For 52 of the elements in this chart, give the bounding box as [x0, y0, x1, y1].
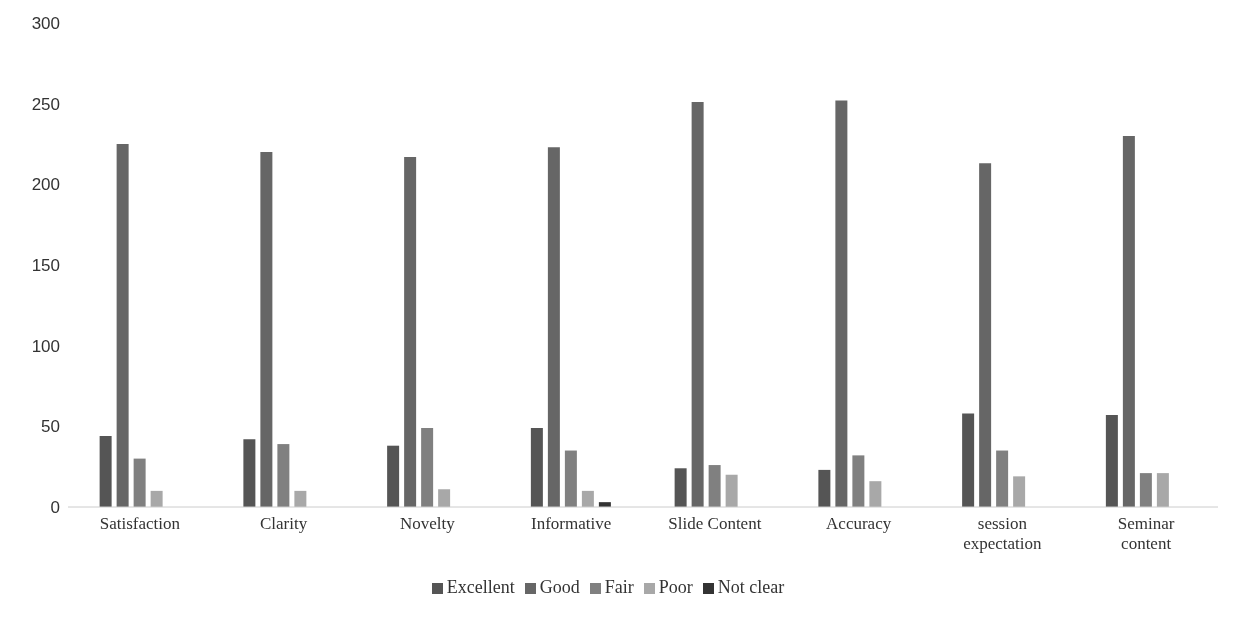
- y-tick-label: 100: [31, 336, 60, 356]
- bar: [404, 156, 417, 507]
- bar: [260, 152, 273, 507]
- y-tick-label: 250: [31, 94, 60, 114]
- x-tick-label: Informative: [531, 514, 612, 533]
- bar: [869, 481, 882, 507]
- x-tick-label: Novelty: [399, 514, 456, 533]
- bar: [708, 465, 721, 507]
- x-tick-label: Seminar content: [1117, 514, 1175, 553]
- x-tick-label: session expectation: [963, 514, 1043, 553]
- y-tick-label: 150: [31, 256, 60, 276]
- bar: [133, 458, 146, 507]
- bar: [852, 455, 865, 507]
- x-tick-label: Slide Content: [668, 514, 762, 533]
- y-tick-label: 200: [31, 175, 60, 195]
- bar: [691, 102, 704, 507]
- y-tick-label: 50: [41, 417, 60, 437]
- bar: [996, 450, 1009, 507]
- bar: [116, 144, 129, 507]
- bar: [979, 163, 992, 507]
- bar: [564, 450, 577, 507]
- legend-label: Not clear: [717, 577, 785, 597]
- bar: [438, 489, 451, 507]
- bar: [530, 427, 543, 507]
- legend-label: Good: [539, 577, 580, 597]
- bar: [674, 468, 687, 507]
- bar: [294, 490, 307, 507]
- bar: [277, 444, 290, 507]
- bar: [725, 474, 738, 507]
- bar: [421, 427, 434, 507]
- bar: [1105, 415, 1118, 507]
- y-tick-label: 0: [50, 498, 60, 518]
- bar: [1013, 476, 1026, 507]
- bar: [962, 413, 975, 507]
- y-tick-label: 300: [31, 14, 60, 34]
- legend-label: Poor: [658, 577, 693, 597]
- bar: [1122, 135, 1135, 507]
- legend-label: Excellent: [446, 577, 515, 597]
- bar: [581, 490, 594, 507]
- bar: [99, 436, 112, 507]
- bar: [243, 439, 256, 507]
- x-tick-label: Satisfaction: [99, 514, 181, 533]
- bar: [387, 445, 400, 507]
- bar: [1139, 473, 1152, 507]
- bar: [1156, 473, 1169, 507]
- bar: [547, 147, 560, 507]
- legend-label: Fair: [604, 577, 634, 597]
- bar: [818, 469, 831, 507]
- x-tick-label: Accuracy: [826, 514, 892, 533]
- bar: [835, 100, 848, 507]
- bar: [150, 490, 163, 507]
- x-tick-label: Clarity: [260, 514, 308, 533]
